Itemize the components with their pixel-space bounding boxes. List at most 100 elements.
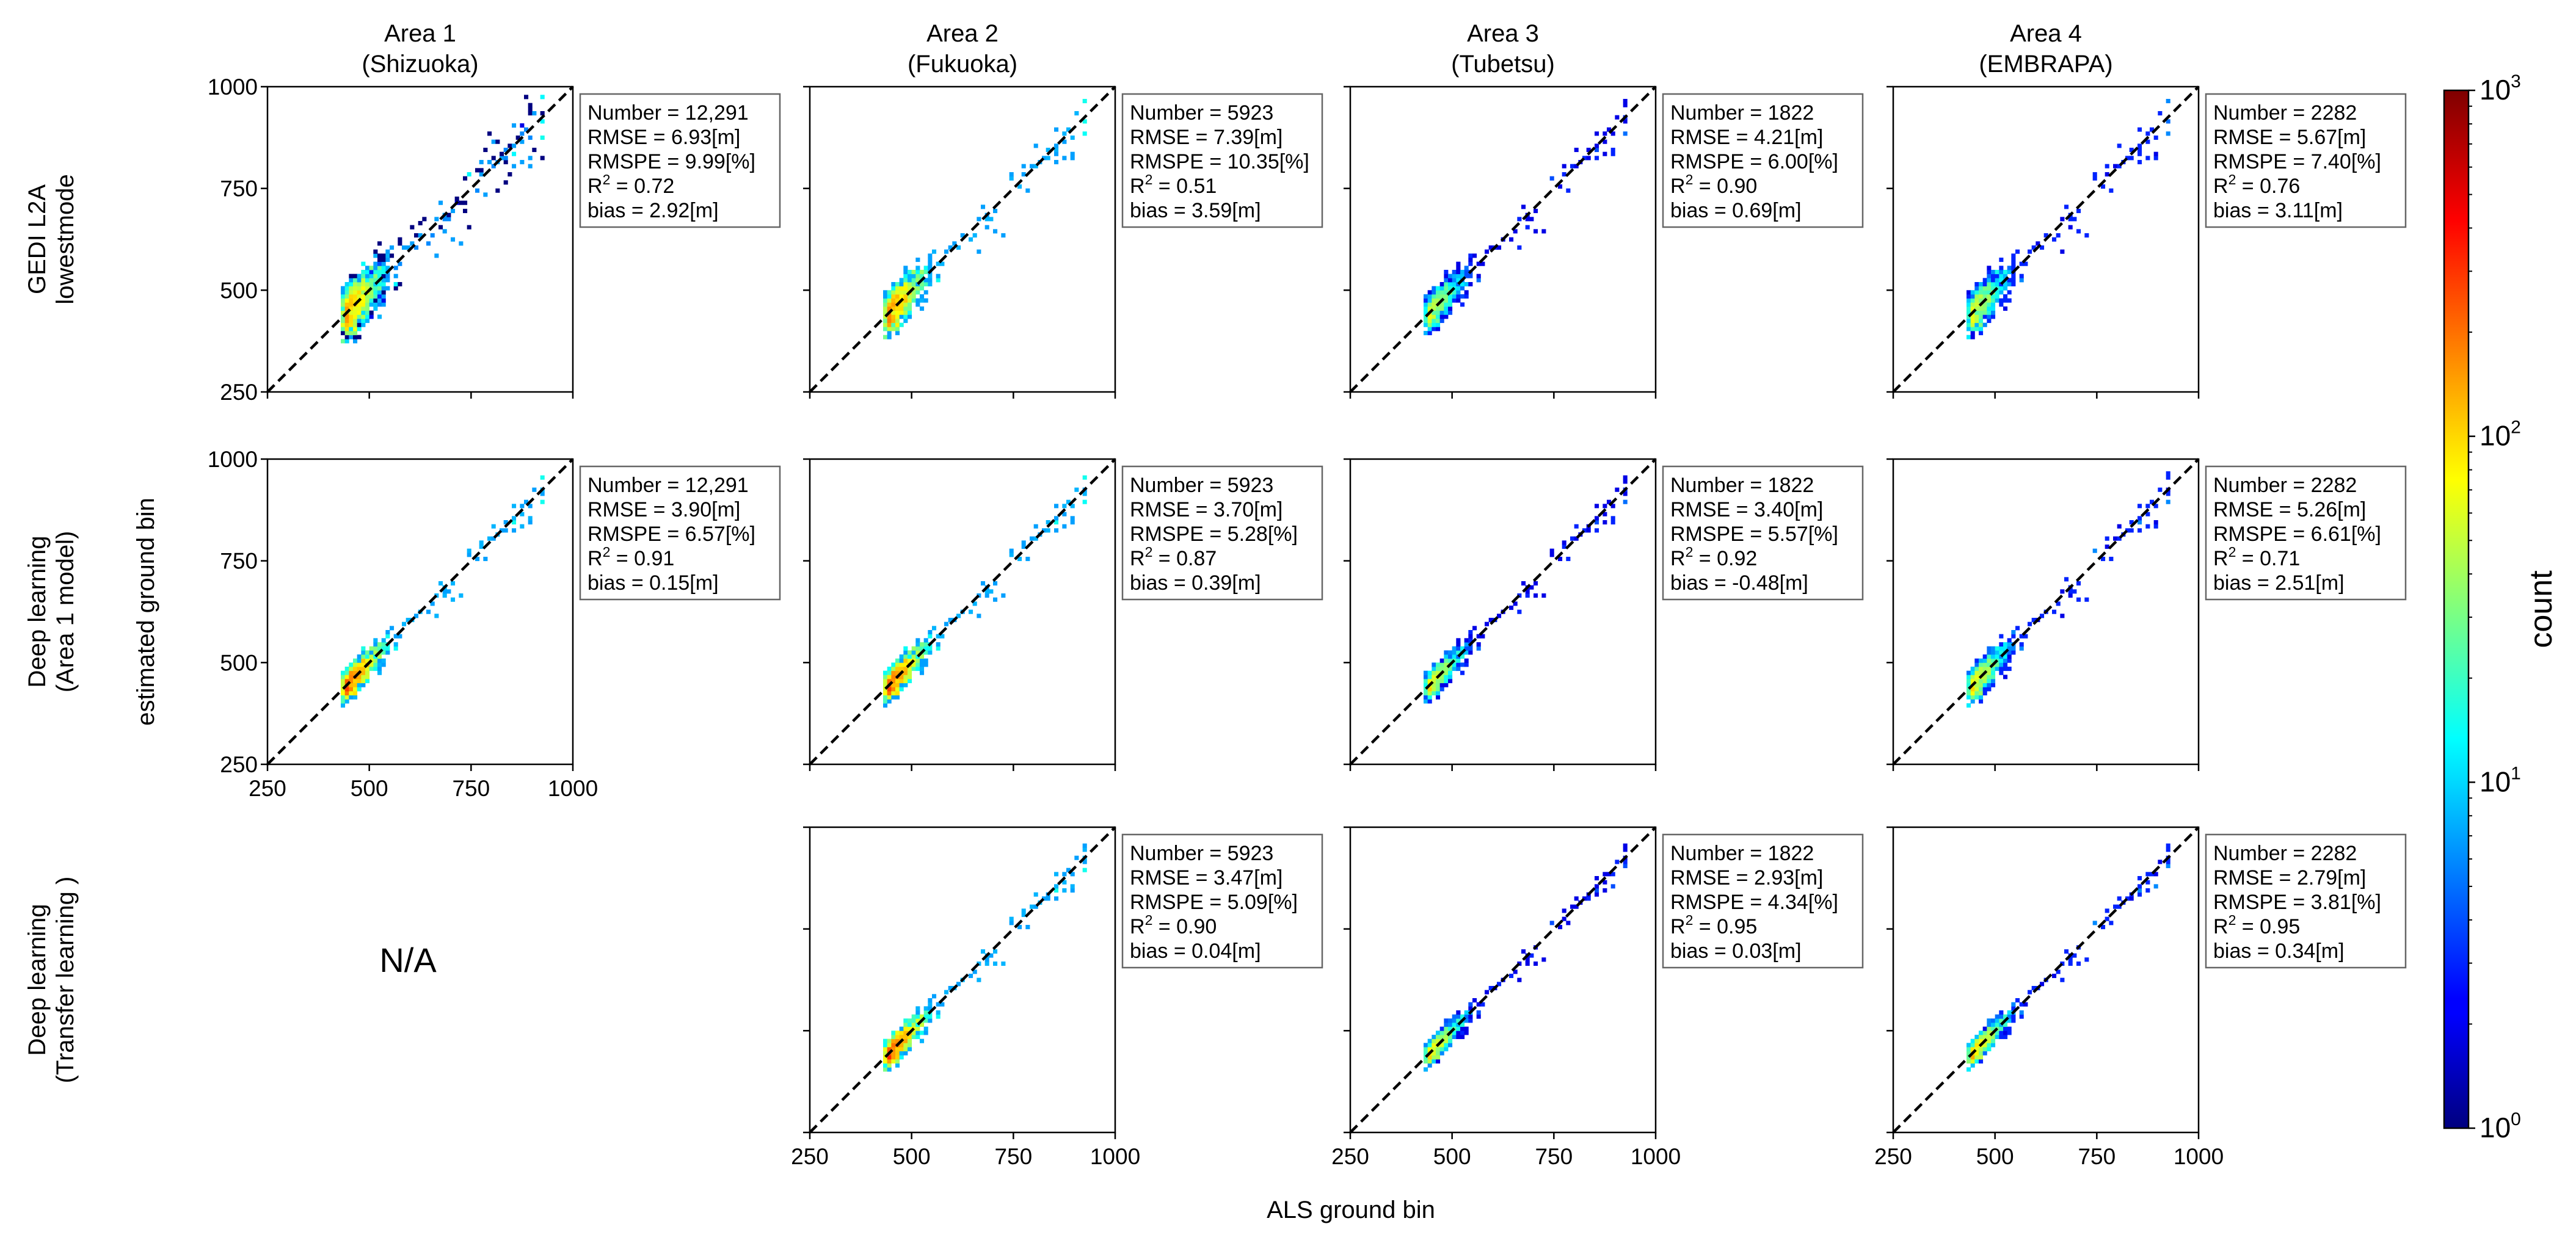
heatmap-bin: [883, 294, 888, 299]
stat-rmse: RMSE = 5.67[m]: [2213, 126, 2366, 149]
heatmap-bin: [1970, 1047, 1975, 1052]
heatmap-bin: [911, 1018, 916, 1023]
stats-box-frame: [1121, 465, 1323, 601]
heatmap-bin: [1987, 1047, 1992, 1052]
heatmap-bin: [512, 516, 517, 521]
heatmap-bin: [1025, 925, 1030, 930]
y-tick-label: 250: [220, 752, 258, 777]
heatmap-bin: [1025, 188, 1030, 193]
heatmap-bin: [899, 1026, 904, 1031]
heatmap-bin: [2129, 156, 2134, 161]
heatmap-bin: [1452, 646, 1457, 651]
heatmap-bin: [361, 646, 366, 651]
heatmap-bin: [398, 282, 402, 287]
heatmap-bin: [2011, 1006, 2016, 1011]
heatmap-bin: [923, 650, 928, 655]
stat-number: Number = 2282: [2213, 842, 2357, 865]
heatmap-bin: [1970, 1063, 1975, 1068]
heatmap-bin: [373, 662, 378, 667]
heatmap-bin: [1436, 687, 1441, 692]
heatmap-bin: [1623, 103, 1628, 107]
heatmap-bin: [361, 679, 366, 684]
stat-r2: R2 = 0.87: [1130, 544, 1217, 570]
heatmap-bin: [377, 258, 382, 263]
heatmap-bin: [1967, 310, 1971, 315]
heatmap-bin: [2109, 557, 2114, 562]
heatmap-bin: [1432, 667, 1436, 672]
heatmap-bin: [349, 286, 354, 291]
heatmap-bin: [515, 136, 520, 140]
heatmap-bin: [1999, 634, 2004, 639]
heatmap-bin: [891, 322, 896, 327]
stats-box-frame: [1121, 93, 1323, 228]
heatmap-bin: [903, 679, 908, 684]
heatmap-bin: [891, 683, 896, 687]
heatmap-bin: [1427, 1038, 1432, 1043]
heatmap-bin: [903, 650, 908, 655]
heatmap-bin: [528, 136, 533, 140]
heatmap-bin: [923, 266, 928, 270]
heatmap-bin: [1448, 1023, 1453, 1027]
colorbar-label: count: [2523, 570, 2559, 648]
heatmap-bin: [1582, 528, 1587, 533]
heatmap-bin: [1979, 1047, 1984, 1052]
heatmap-bin: [1448, 1035, 1453, 1040]
heatmap-bin: [349, 314, 354, 319]
heatmap-bin: [887, 1038, 892, 1043]
heatmap-bin: [1452, 1030, 1457, 1035]
identity-line: [1349, 826, 1657, 1134]
stat-number: Number = 1822: [1670, 474, 1814, 497]
heatmap-bin: [1452, 662, 1457, 667]
heatmap-bin: [923, 1018, 928, 1023]
heatmap-bin: [1574, 536, 1579, 541]
heatmap-bin: [2031, 245, 2036, 250]
heatmap-bin: [2145, 888, 2150, 893]
heatmap-bin: [915, 1006, 920, 1011]
heatmap-bin: [1444, 294, 1449, 299]
heatmap-bin: [1987, 658, 1992, 663]
heatmap-bin: [357, 310, 362, 315]
heatmap-bin: [528, 520, 533, 525]
heatmap-bin: [341, 306, 346, 311]
heatmap-bin: [503, 148, 508, 153]
heatmap-bin: [1603, 872, 1607, 877]
heatmap-bin: [1615, 860, 1620, 864]
heatmap-bin: [1439, 286, 1444, 291]
heatmap-bin: [1452, 650, 1457, 655]
heatmap-bin: [1970, 331, 1975, 336]
heatmap-bin: [1054, 520, 1059, 525]
heatmap-bin: [373, 261, 378, 266]
heatmap-bin: [1432, 1043, 1436, 1048]
heatmap-bin: [385, 630, 390, 635]
heatmap-bin: [540, 136, 545, 140]
stat-rmse: RMSE = 4.21[m]: [1670, 126, 1823, 149]
heatmap-bin: [1967, 306, 1971, 311]
heatmap-bin: [2105, 916, 2109, 921]
heatmap-bin: [1995, 278, 1999, 283]
heatmap-bin: [1517, 609, 1522, 614]
heatmap-bin: [1082, 475, 1087, 480]
heatmap-bin: [2076, 209, 2081, 214]
heatmap-bin: [353, 273, 358, 278]
heatmap-bin: [1974, 319, 1979, 324]
heatmap-bin: [1987, 319, 1992, 324]
heatmap-bin: [895, 1030, 900, 1035]
heatmap-bin: [911, 667, 916, 672]
heatmap-bin: [908, 1023, 912, 1027]
heatmap-bin: [1562, 540, 1566, 545]
heatmap-bin: [972, 233, 977, 238]
heatmap-bin: [1991, 670, 1996, 675]
heatmap-bin: [1452, 1035, 1457, 1040]
heatmap-bin: [883, 703, 888, 708]
heatmap-bin: [903, 658, 908, 663]
heatmap-bin: [369, 302, 374, 307]
heatmap-bin: [1610, 884, 1615, 889]
heatmap-bin: [1982, 658, 1987, 663]
heatmap-bin: [357, 278, 362, 283]
heatmap-bin: [1476, 1002, 1481, 1007]
heatmap-bin: [2138, 127, 2142, 132]
heatmap-bin: [1439, 667, 1444, 672]
